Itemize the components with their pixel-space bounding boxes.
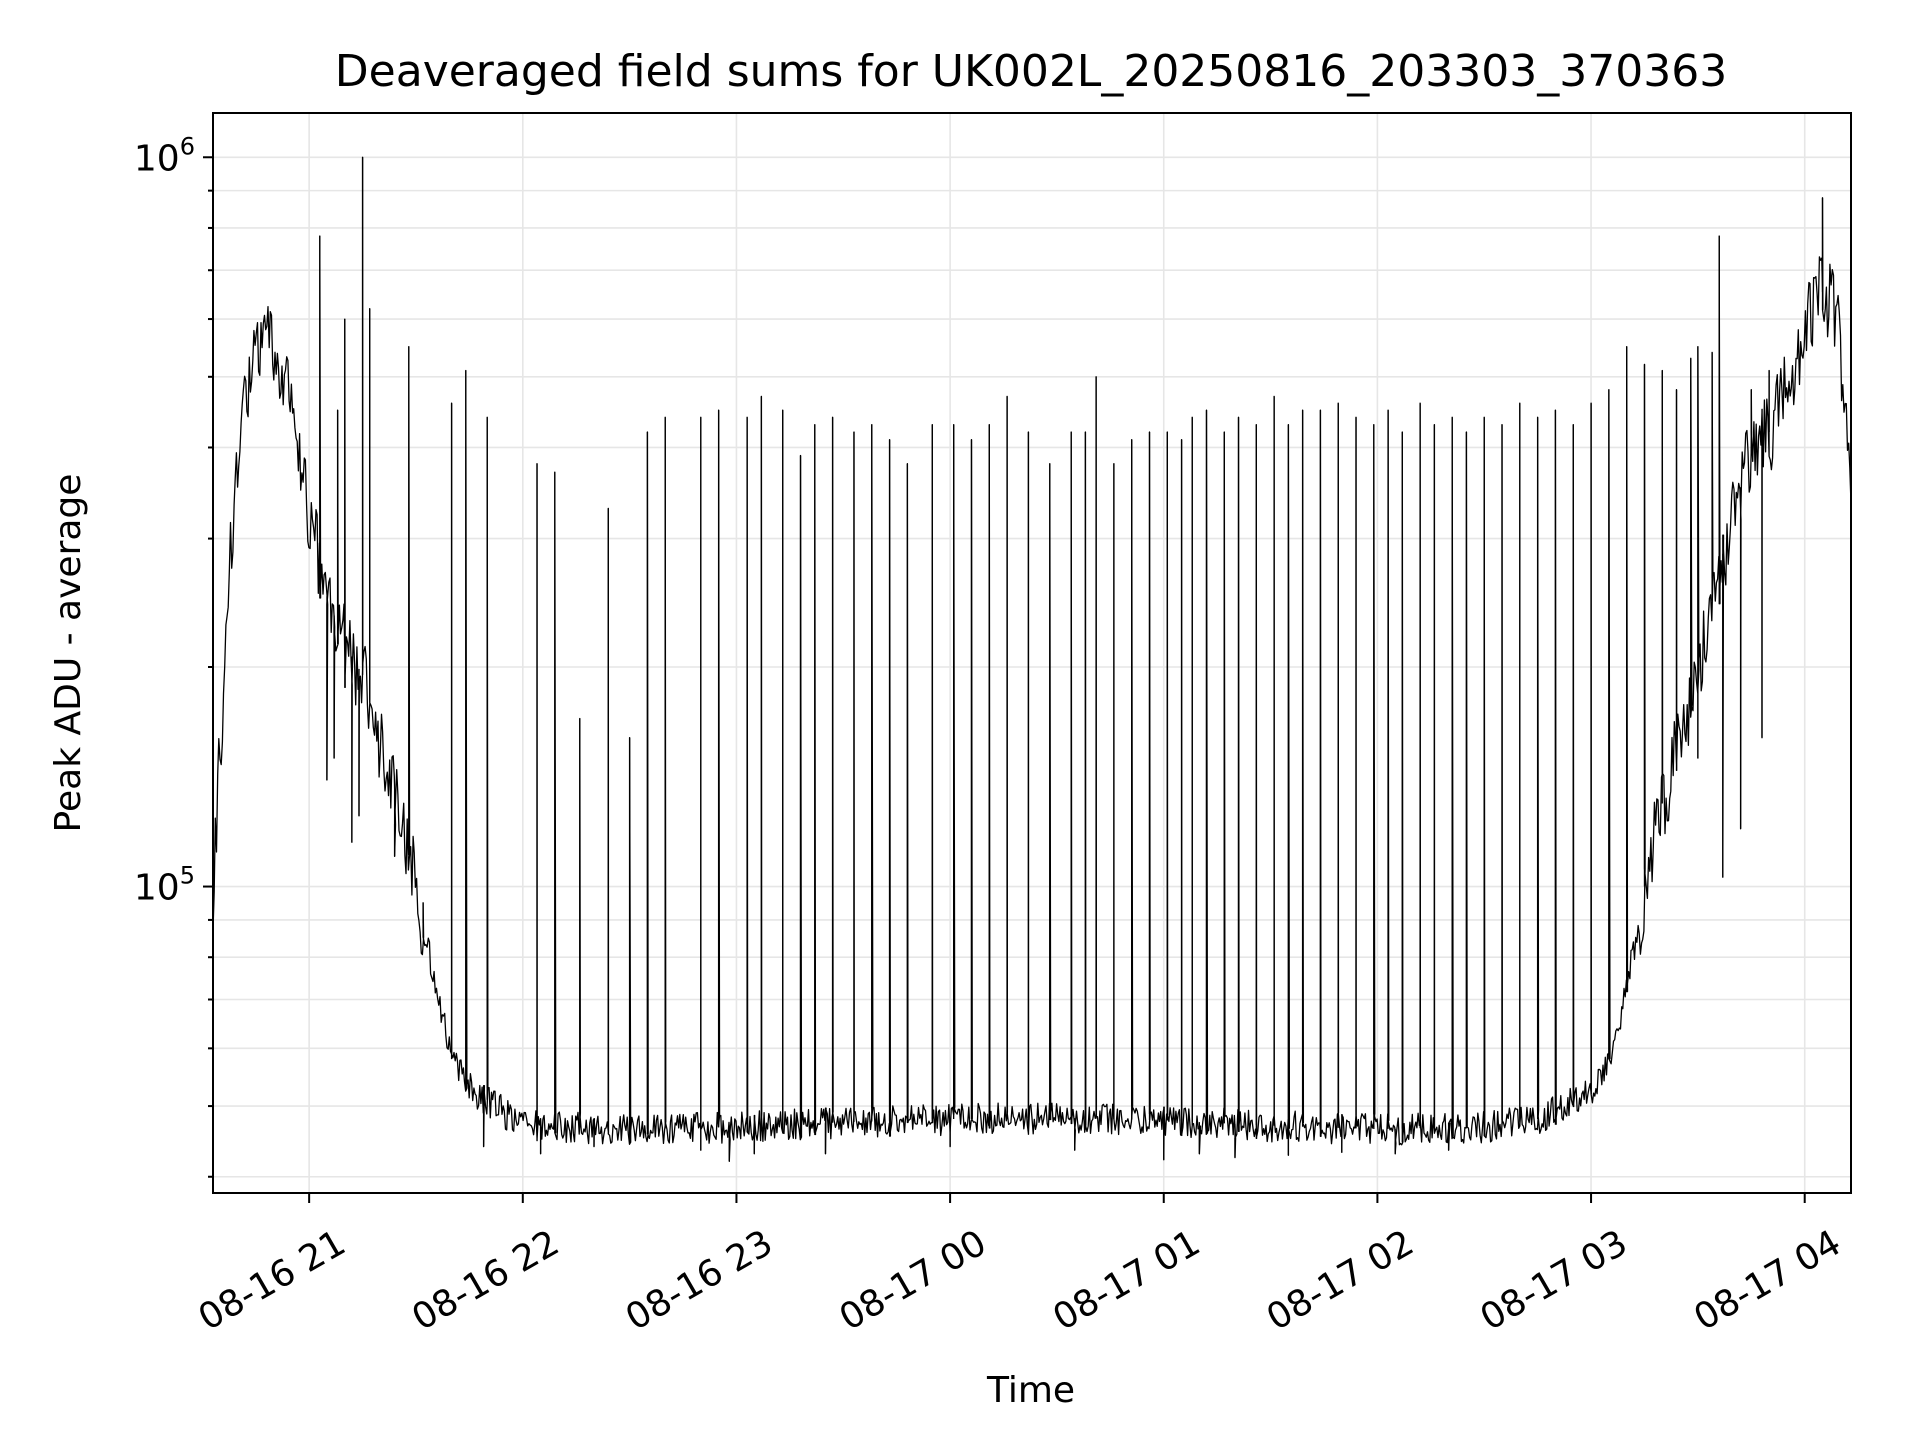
plot-frame [212,112,1852,1194]
y-tick-label: 106 [134,132,195,179]
series-line [212,156,1852,1162]
chart-title: Deaveraged field sums for UK002L_2025081… [335,46,1727,97]
y-axis-label: Peak ADU - average [48,474,89,833]
y-axis: 105 106 [134,132,213,1178]
y-tick-label: 105 [134,862,195,909]
x-axis-label: Time [986,1370,1075,1411]
series-layer [212,156,1852,1162]
